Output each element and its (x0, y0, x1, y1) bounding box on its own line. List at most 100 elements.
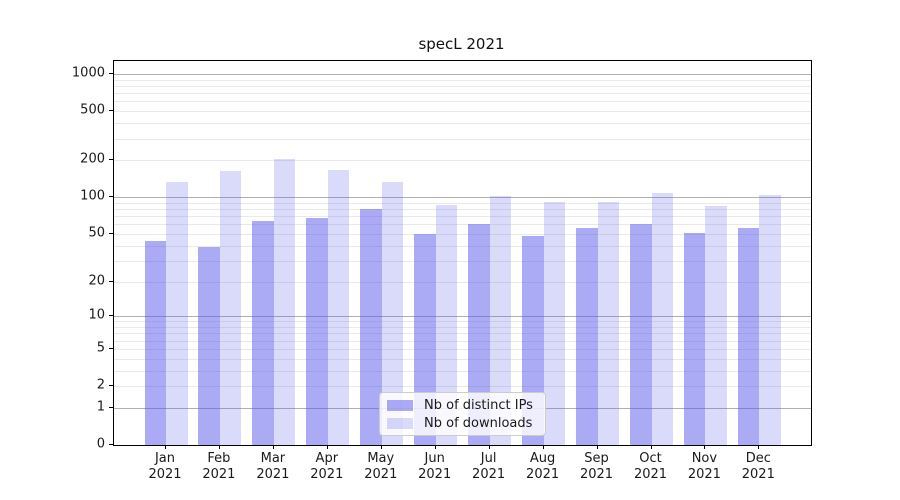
gridline-60 (114, 224, 811, 226)
gridline-700 (114, 93, 811, 95)
chart-title: specL 2021 (418, 35, 505, 53)
gridline-10 (114, 316, 811, 318)
bar-downloads-jan (166, 182, 188, 445)
gridline-400 (114, 123, 811, 125)
bar-downloads-may (381, 182, 404, 445)
gridline-20 (114, 281, 811, 283)
gridline-200 (114, 160, 811, 162)
bar-ips-oct (630, 224, 652, 445)
gridline-500 (114, 111, 811, 113)
x-tick-dec (758, 445, 760, 449)
y-tick-500 (109, 110, 113, 112)
x-tick-jan (165, 445, 166, 449)
legend: Nb of distinct IPs Nb of downloads (379, 392, 546, 436)
y-tick-10 (109, 315, 113, 317)
y-axis-tick-label: 0 (96, 436, 105, 452)
y-axis-tick-label: 500 (80, 102, 105, 118)
y-tick-1000 (109, 73, 113, 74)
x-tick-jul (488, 445, 490, 449)
x-axis-tick-label: Jul 2021 (472, 451, 506, 482)
gridline-50 (114, 233, 811, 235)
gridline-1000 (114, 74, 811, 75)
x-axis-tick-label: May 2021 (364, 451, 398, 482)
legend-item-downloads: Nb of downloads (387, 416, 537, 431)
bar-ips-dec (737, 227, 760, 445)
gridline-80 (114, 209, 811, 210)
gridline-2 (114, 386, 811, 387)
gridline-8 (114, 327, 811, 328)
gridline-800 (114, 86, 811, 87)
x-tick-apr (326, 445, 328, 449)
x-tick-nov (704, 445, 706, 449)
y-tick-0 (109, 444, 113, 445)
x-axis-tick-label: Mar 2021 (256, 451, 290, 482)
x-axis-tick-label: Feb 2021 (202, 451, 236, 482)
gridline-5 (114, 348, 811, 350)
x-tick-oct (650, 445, 652, 449)
x-tick-jun (434, 445, 436, 449)
x-axis-tick-label: Oct 2021 (633, 451, 668, 482)
gridline-100 (114, 197, 811, 199)
x-axis-tick-label: Jan 2021 (148, 451, 182, 482)
x-axis-tick-label: Nov 2021 (687, 451, 721, 482)
x-tick-aug (542, 445, 544, 449)
y-tick-200 (109, 159, 113, 161)
legend-item-distinct-ips: Nb of distinct IPs (387, 398, 537, 413)
bar-downloads-sep (597, 202, 619, 445)
x-tick-sep (596, 445, 598, 449)
y-tick-50 (109, 232, 113, 234)
y-axis-tick-label: 50 (88, 225, 105, 241)
y-axis-tick-label: 1 (96, 399, 105, 415)
gridline-90 (114, 202, 811, 204)
bar-ips-jul (468, 224, 490, 445)
bar-downloads-feb (219, 171, 242, 445)
bar-ips-mar (252, 220, 274, 445)
legend-label-downloads: Nb of downloads (424, 415, 533, 431)
x-axis-tick-label: Jun 2021 (418, 451, 452, 482)
x-tick-may (380, 445, 382, 449)
bar-downloads-oct (651, 193, 673, 445)
bar-ips-nov (683, 232, 706, 445)
y-tick-5 (109, 347, 113, 349)
legend-label-distinct-ips: Nb of distinct IPs (424, 397, 533, 413)
gridline-4 (114, 358, 811, 360)
gridline-40 (114, 245, 811, 247)
bar-downloads-dec (759, 195, 781, 445)
y-tick-100 (109, 196, 113, 198)
bar-ips-sep (576, 227, 598, 445)
x-axis-tick-label: Apr 2021 (310, 451, 344, 482)
y-axis-tick-label: 20 (88, 273, 105, 288)
plot-area (113, 60, 812, 446)
bar-downloads-mar (273, 158, 296, 445)
y-axis-tick-label: 5 (96, 340, 105, 356)
gridline-30 (114, 260, 811, 262)
y-tick-20 (109, 280, 113, 282)
bar-ips-apr (306, 218, 328, 445)
y-tick-1 (109, 406, 113, 408)
y-axis-tick-label: 10 (88, 307, 105, 323)
x-axis-tick-label: Aug 2021 (526, 451, 560, 482)
legend-swatch-distinct-ips (387, 399, 413, 411)
gridline-3 (114, 370, 811, 372)
x-axis-tick-label: Sep 2021 (579, 451, 614, 482)
gridline-9 (114, 321, 811, 323)
bar-ips-jan (144, 240, 166, 445)
x-tick-feb (218, 445, 220, 449)
gridline-70 (114, 216, 811, 218)
y-axis-tick-label: 200 (80, 151, 105, 167)
bar-downloads-apr (327, 170, 350, 445)
x-axis-tick-label: Dec 2021 (741, 451, 775, 482)
y-tick-2 (109, 385, 113, 386)
bar-downloads-jun (435, 204, 458, 445)
legend-swatch-downloads (387, 417, 413, 429)
x-tick-mar (272, 445, 274, 449)
gridline-6 (114, 340, 811, 342)
gridline-7 (114, 333, 811, 335)
gridline-900 (114, 79, 811, 81)
gridline-600 (114, 101, 811, 103)
bar-ips-feb (198, 246, 220, 445)
y-axis-tick-label: 2 (96, 377, 105, 393)
bar-ips-may (360, 209, 382, 445)
y-axis-tick-label: 1000 (71, 65, 105, 81)
